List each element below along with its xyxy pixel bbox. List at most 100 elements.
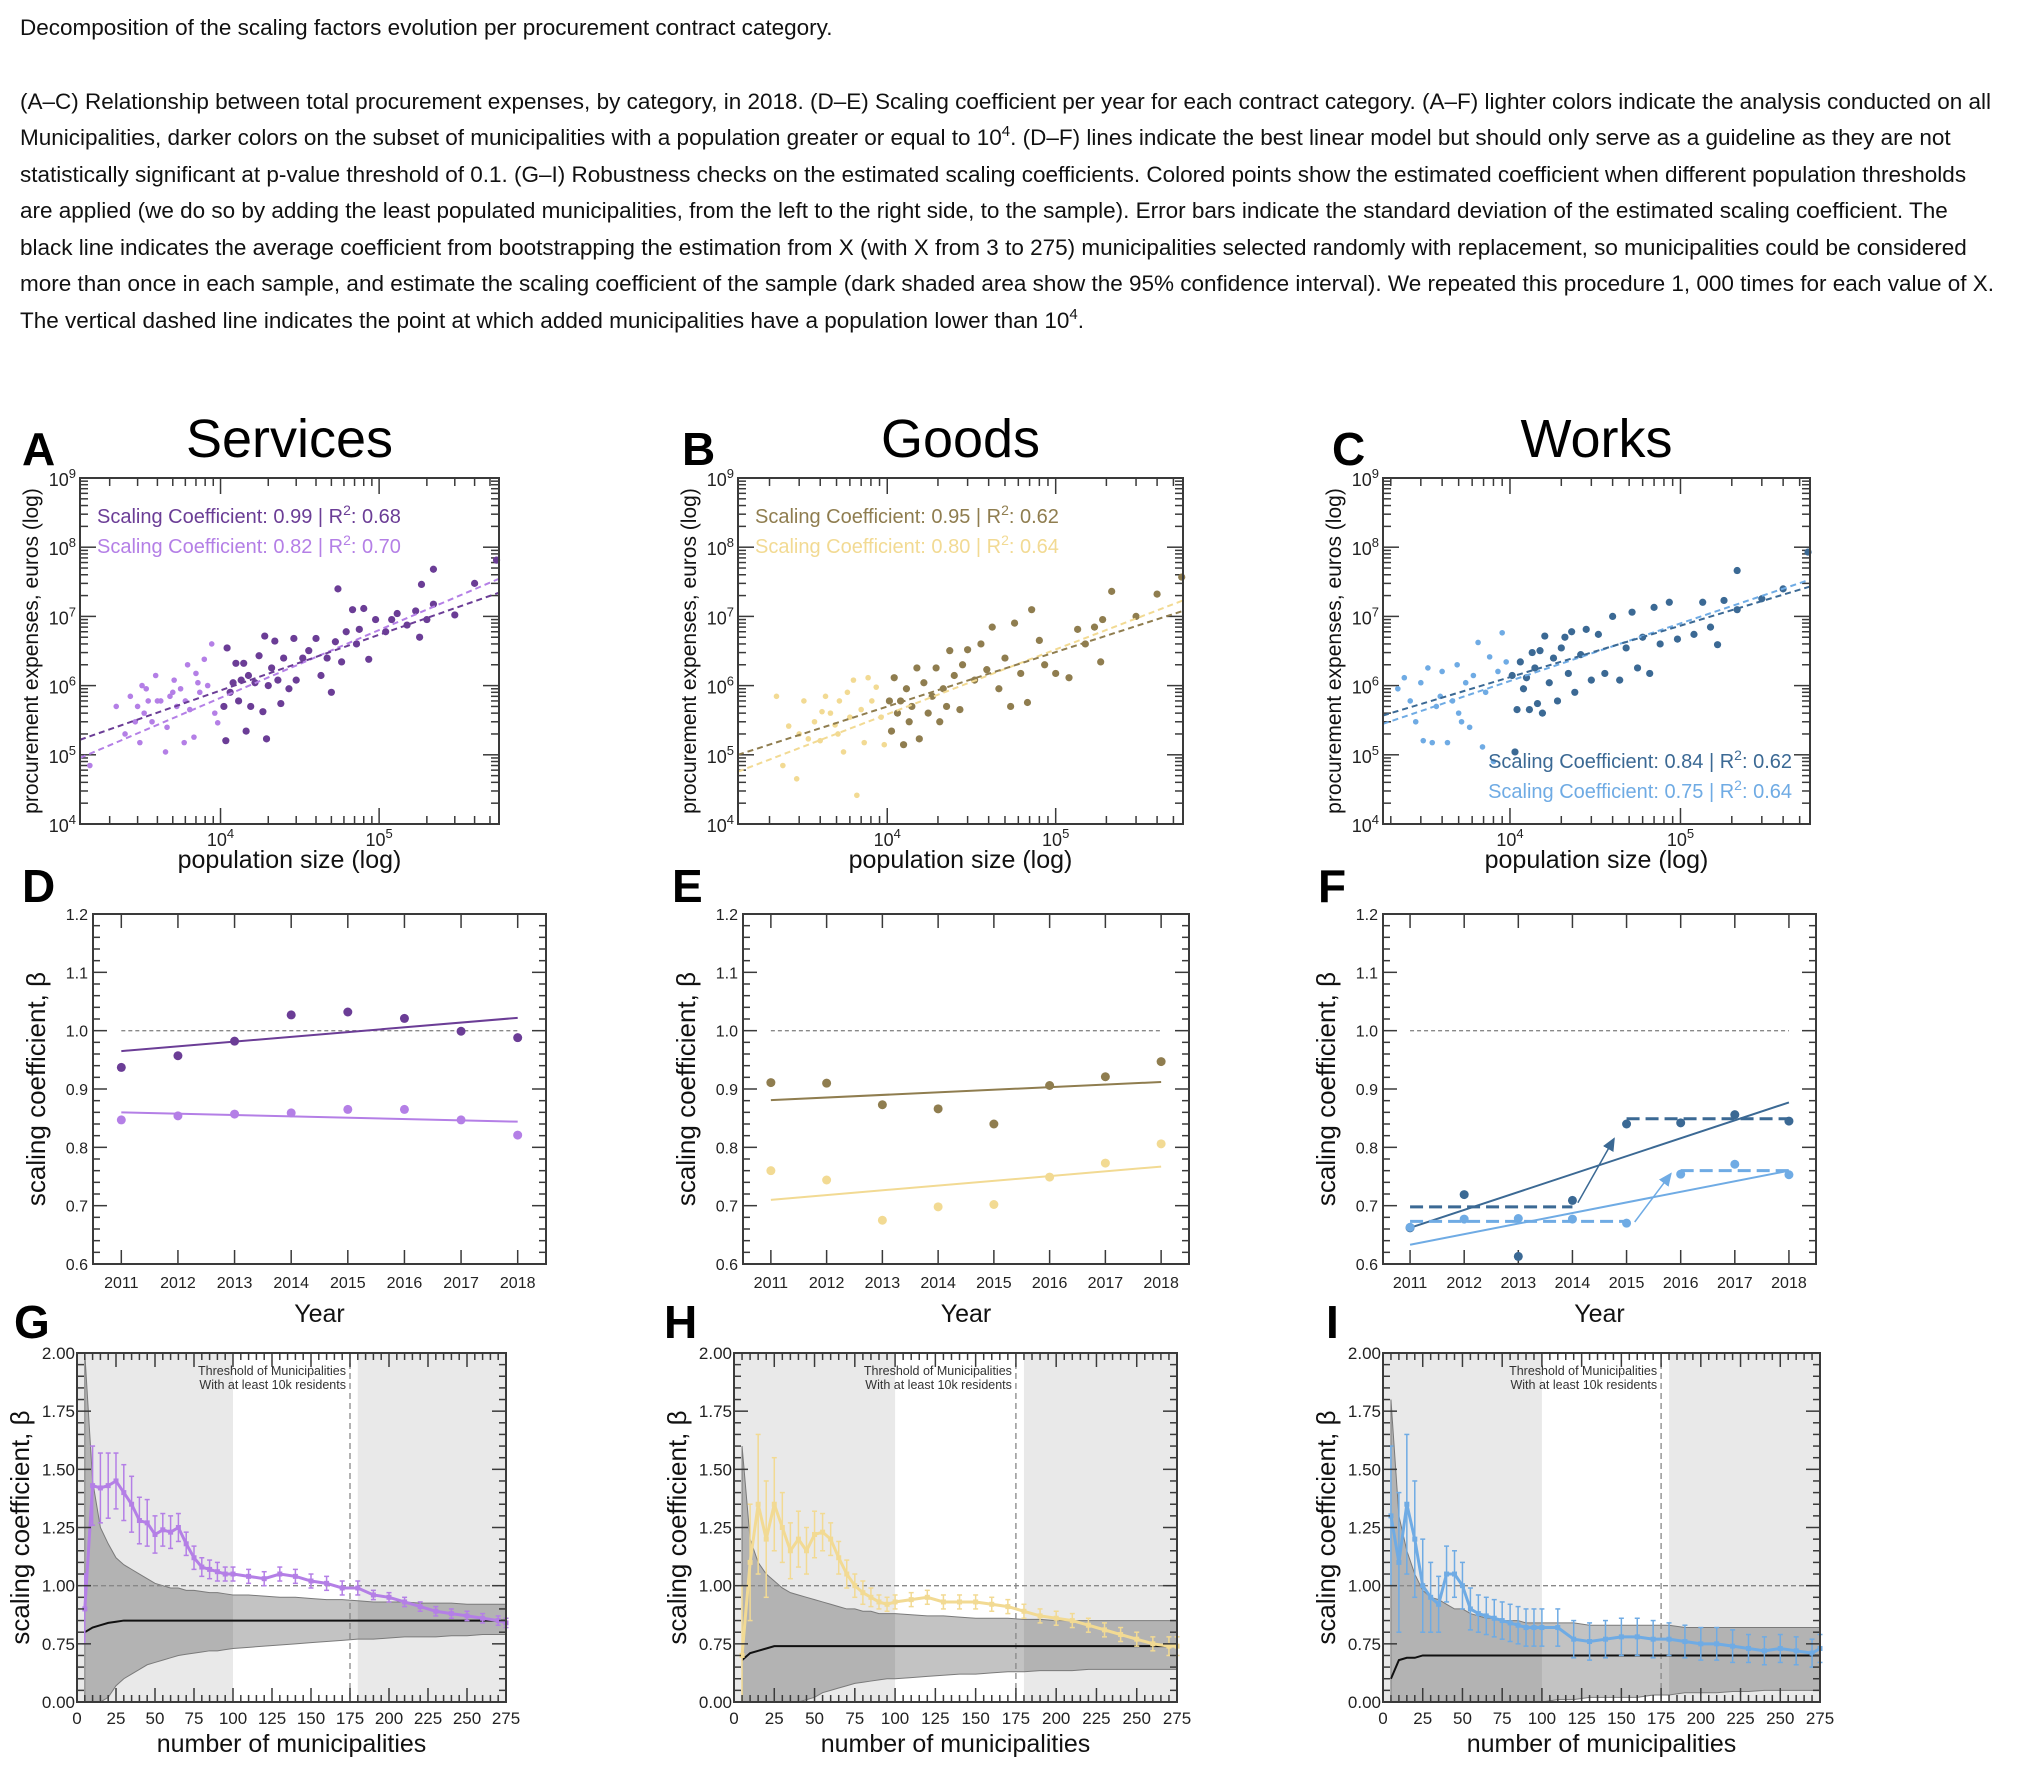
data-point [513, 1130, 523, 1140]
estimate-point [230, 1571, 236, 1577]
panel-letter: E [672, 860, 703, 912]
estimate-point [207, 1566, 213, 1572]
annotation-text: Scaling Coefficient: 0.80 | R [755, 536, 1001, 558]
data-point [1567, 1195, 1577, 1205]
point-large-municipalities [285, 685, 293, 693]
point-all-municipalities [793, 775, 800, 782]
point-all-municipalities [164, 724, 170, 731]
x-tick-label: 2011 [754, 1275, 789, 1292]
point-large-municipalities [988, 623, 996, 631]
point-large-municipalities [264, 682, 272, 690]
panel-letter: C [1332, 423, 1365, 475]
y-tick-label: 1.00 [1348, 1577, 1381, 1596]
point-large-municipalities [277, 699, 285, 708]
fit-line [79, 577, 500, 759]
fit-line [737, 599, 1184, 773]
data-point [456, 1026, 466, 1036]
point-large-municipalities [1553, 697, 1562, 705]
data-point [286, 1010, 296, 1020]
y-tick-label: 106 [707, 674, 734, 698]
x-tick-label: 2013 [217, 1275, 253, 1292]
y-tick-label: 1.0 [716, 1024, 738, 1041]
estimate-point [739, 1652, 745, 1658]
data-point [822, 1078, 832, 1088]
point-large-municipalities [913, 664, 921, 672]
x-tick-label: 2018 [1143, 1275, 1179, 1292]
point-large-municipalities [1568, 628, 1576, 636]
y-tick-label: 0.75 [42, 1635, 75, 1654]
y-tick-label: 1.25 [42, 1519, 75, 1538]
data-point [1513, 1214, 1523, 1223]
point-all-municipalities [167, 693, 173, 700]
scaling-annotation: Scaling Coefficient: 0.80 | R2: 0.64 [755, 532, 1059, 558]
x-tick-label: 2014 [273, 1275, 309, 1292]
estimate-point [144, 1520, 150, 1526]
estimate-point [924, 1594, 930, 1600]
point-large-municipalities [223, 644, 231, 652]
tick-base: 10 [49, 816, 69, 836]
point-large-municipalities [890, 674, 898, 682]
estimate-point [113, 1478, 119, 1484]
point-large-municipalities [242, 727, 250, 735]
estimate-point [308, 1578, 314, 1584]
trend-line [121, 1016, 518, 1053]
point-all-municipalities [1425, 665, 1431, 671]
tick-exponent: 6 [69, 674, 76, 689]
x-tick-label: 125 [258, 1709, 286, 1728]
y-tick-label: 0.8 [66, 1140, 88, 1157]
y-tick-label: 0.6 [1356, 1257, 1378, 1274]
tick-base: 10 [49, 608, 69, 628]
panel-letter: I [1326, 1296, 1339, 1348]
annotation-value: : 0.64 [1742, 781, 1792, 803]
estimate-point [1491, 1615, 1497, 1621]
annotation-superscript: 2 [343, 532, 351, 548]
tick-exponent: 4 [894, 826, 901, 841]
estimate-point [844, 1571, 850, 1577]
y-tick-label: 1.75 [42, 1402, 75, 1421]
data-point [1045, 1081, 1055, 1090]
estimate-point [168, 1529, 174, 1535]
x-tick-label: 2017 [1088, 1275, 1124, 1292]
point-all-municipalities [1429, 739, 1436, 746]
estimate-point [1539, 1625, 1545, 1631]
point-large-municipalities [365, 655, 373, 663]
point-large-municipalities [1065, 674, 1073, 682]
point-large-municipalities [334, 585, 342, 593]
y-axis-label: scaling coefficient, β [5, 1410, 35, 1644]
estimate-point [1666, 1636, 1672, 1642]
annotation-text: Scaling Coefficient: 0.84 | R [1488, 751, 1734, 773]
data-point [933, 1202, 943, 1212]
y-tick-label: 108 [1352, 535, 1379, 559]
point-large-municipalities [1609, 612, 1617, 621]
y-tick-label: 0.6 [66, 1257, 88, 1274]
data-point [286, 1108, 296, 1118]
point-large-municipalities [958, 661, 967, 669]
threshold-label: Threshold of Municipalities [198, 1364, 346, 1378]
x-axis-label: number of municipalities [1467, 1730, 1737, 1758]
point-all-municipalities [1407, 698, 1414, 704]
estimate-point [884, 1601, 890, 1607]
estimate-point [747, 1559, 753, 1565]
point-large-municipalities [1733, 566, 1741, 575]
threshold-label: Threshold of Municipalities [864, 1364, 1012, 1378]
point-large-municipalities [1533, 699, 1542, 708]
x-tick-label: 275 [1806, 1709, 1834, 1728]
panel-A-scatter: A Services population size (log) procuremen… [20, 409, 501, 874]
point-all-municipalities [1444, 739, 1451, 746]
point-large-municipalities [471, 579, 479, 587]
point-large-municipalities [1099, 615, 1107, 624]
estimate-point [1555, 1625, 1561, 1631]
y-tick-label: 1.75 [699, 1402, 732, 1421]
data-point [399, 1104, 409, 1114]
point-all-municipalities [1482, 689, 1489, 696]
y-tick-label: 0.75 [1348, 1635, 1381, 1654]
point-large-municipalities [1758, 595, 1766, 603]
point-all-municipalities [854, 792, 860, 799]
y-axis-label: scaling coefficient, β [21, 972, 51, 1206]
point-all-municipalities [1470, 672, 1477, 679]
data-point [343, 1104, 353, 1114]
point-large-municipalities [1010, 619, 1019, 627]
point-large-municipalities [1028, 606, 1036, 614]
point-large-municipalities [262, 735, 271, 743]
